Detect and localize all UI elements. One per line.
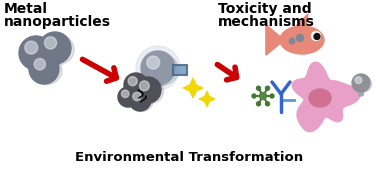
Circle shape <box>19 36 53 70</box>
Circle shape <box>133 92 141 101</box>
Polygon shape <box>292 62 360 132</box>
Ellipse shape <box>353 75 372 92</box>
Circle shape <box>141 51 175 85</box>
Circle shape <box>265 102 270 106</box>
Circle shape <box>124 73 148 97</box>
Circle shape <box>270 94 274 98</box>
Polygon shape <box>296 14 308 26</box>
Polygon shape <box>266 25 284 55</box>
Text: mechanisms: mechanisms <box>218 15 315 29</box>
Circle shape <box>118 87 138 107</box>
Circle shape <box>252 94 256 98</box>
Polygon shape <box>183 78 203 98</box>
Circle shape <box>45 37 57 49</box>
Circle shape <box>25 41 38 54</box>
Circle shape <box>39 32 71 64</box>
Text: Toxicity and: Toxicity and <box>218 2 311 16</box>
Ellipse shape <box>143 54 178 86</box>
Circle shape <box>136 46 180 90</box>
Circle shape <box>265 86 270 90</box>
Circle shape <box>314 33 320 40</box>
Ellipse shape <box>40 34 74 65</box>
Circle shape <box>311 32 321 41</box>
Ellipse shape <box>31 56 62 85</box>
Circle shape <box>121 90 129 98</box>
Ellipse shape <box>309 89 331 107</box>
Ellipse shape <box>125 75 150 98</box>
Circle shape <box>352 74 370 92</box>
Circle shape <box>355 77 362 83</box>
Circle shape <box>257 86 260 90</box>
Circle shape <box>260 93 266 100</box>
Ellipse shape <box>130 91 153 112</box>
Circle shape <box>257 102 260 106</box>
Circle shape <box>135 77 161 103</box>
Circle shape <box>289 38 295 44</box>
Circle shape <box>147 56 160 69</box>
Text: Environmental Transformation: Environmental Transformation <box>75 151 303 164</box>
Ellipse shape <box>358 92 364 96</box>
Polygon shape <box>300 44 308 54</box>
Ellipse shape <box>280 26 324 54</box>
Ellipse shape <box>21 39 56 71</box>
Ellipse shape <box>136 79 164 104</box>
Ellipse shape <box>119 88 140 108</box>
Polygon shape <box>199 91 215 107</box>
Text: nanoparticles: nanoparticles <box>4 15 111 29</box>
Circle shape <box>29 54 59 84</box>
Circle shape <box>128 77 137 86</box>
Circle shape <box>129 89 151 111</box>
Circle shape <box>296 35 304 41</box>
FancyBboxPatch shape <box>173 65 187 75</box>
Circle shape <box>34 59 45 70</box>
Circle shape <box>139 81 149 91</box>
Text: Metal: Metal <box>4 2 48 16</box>
